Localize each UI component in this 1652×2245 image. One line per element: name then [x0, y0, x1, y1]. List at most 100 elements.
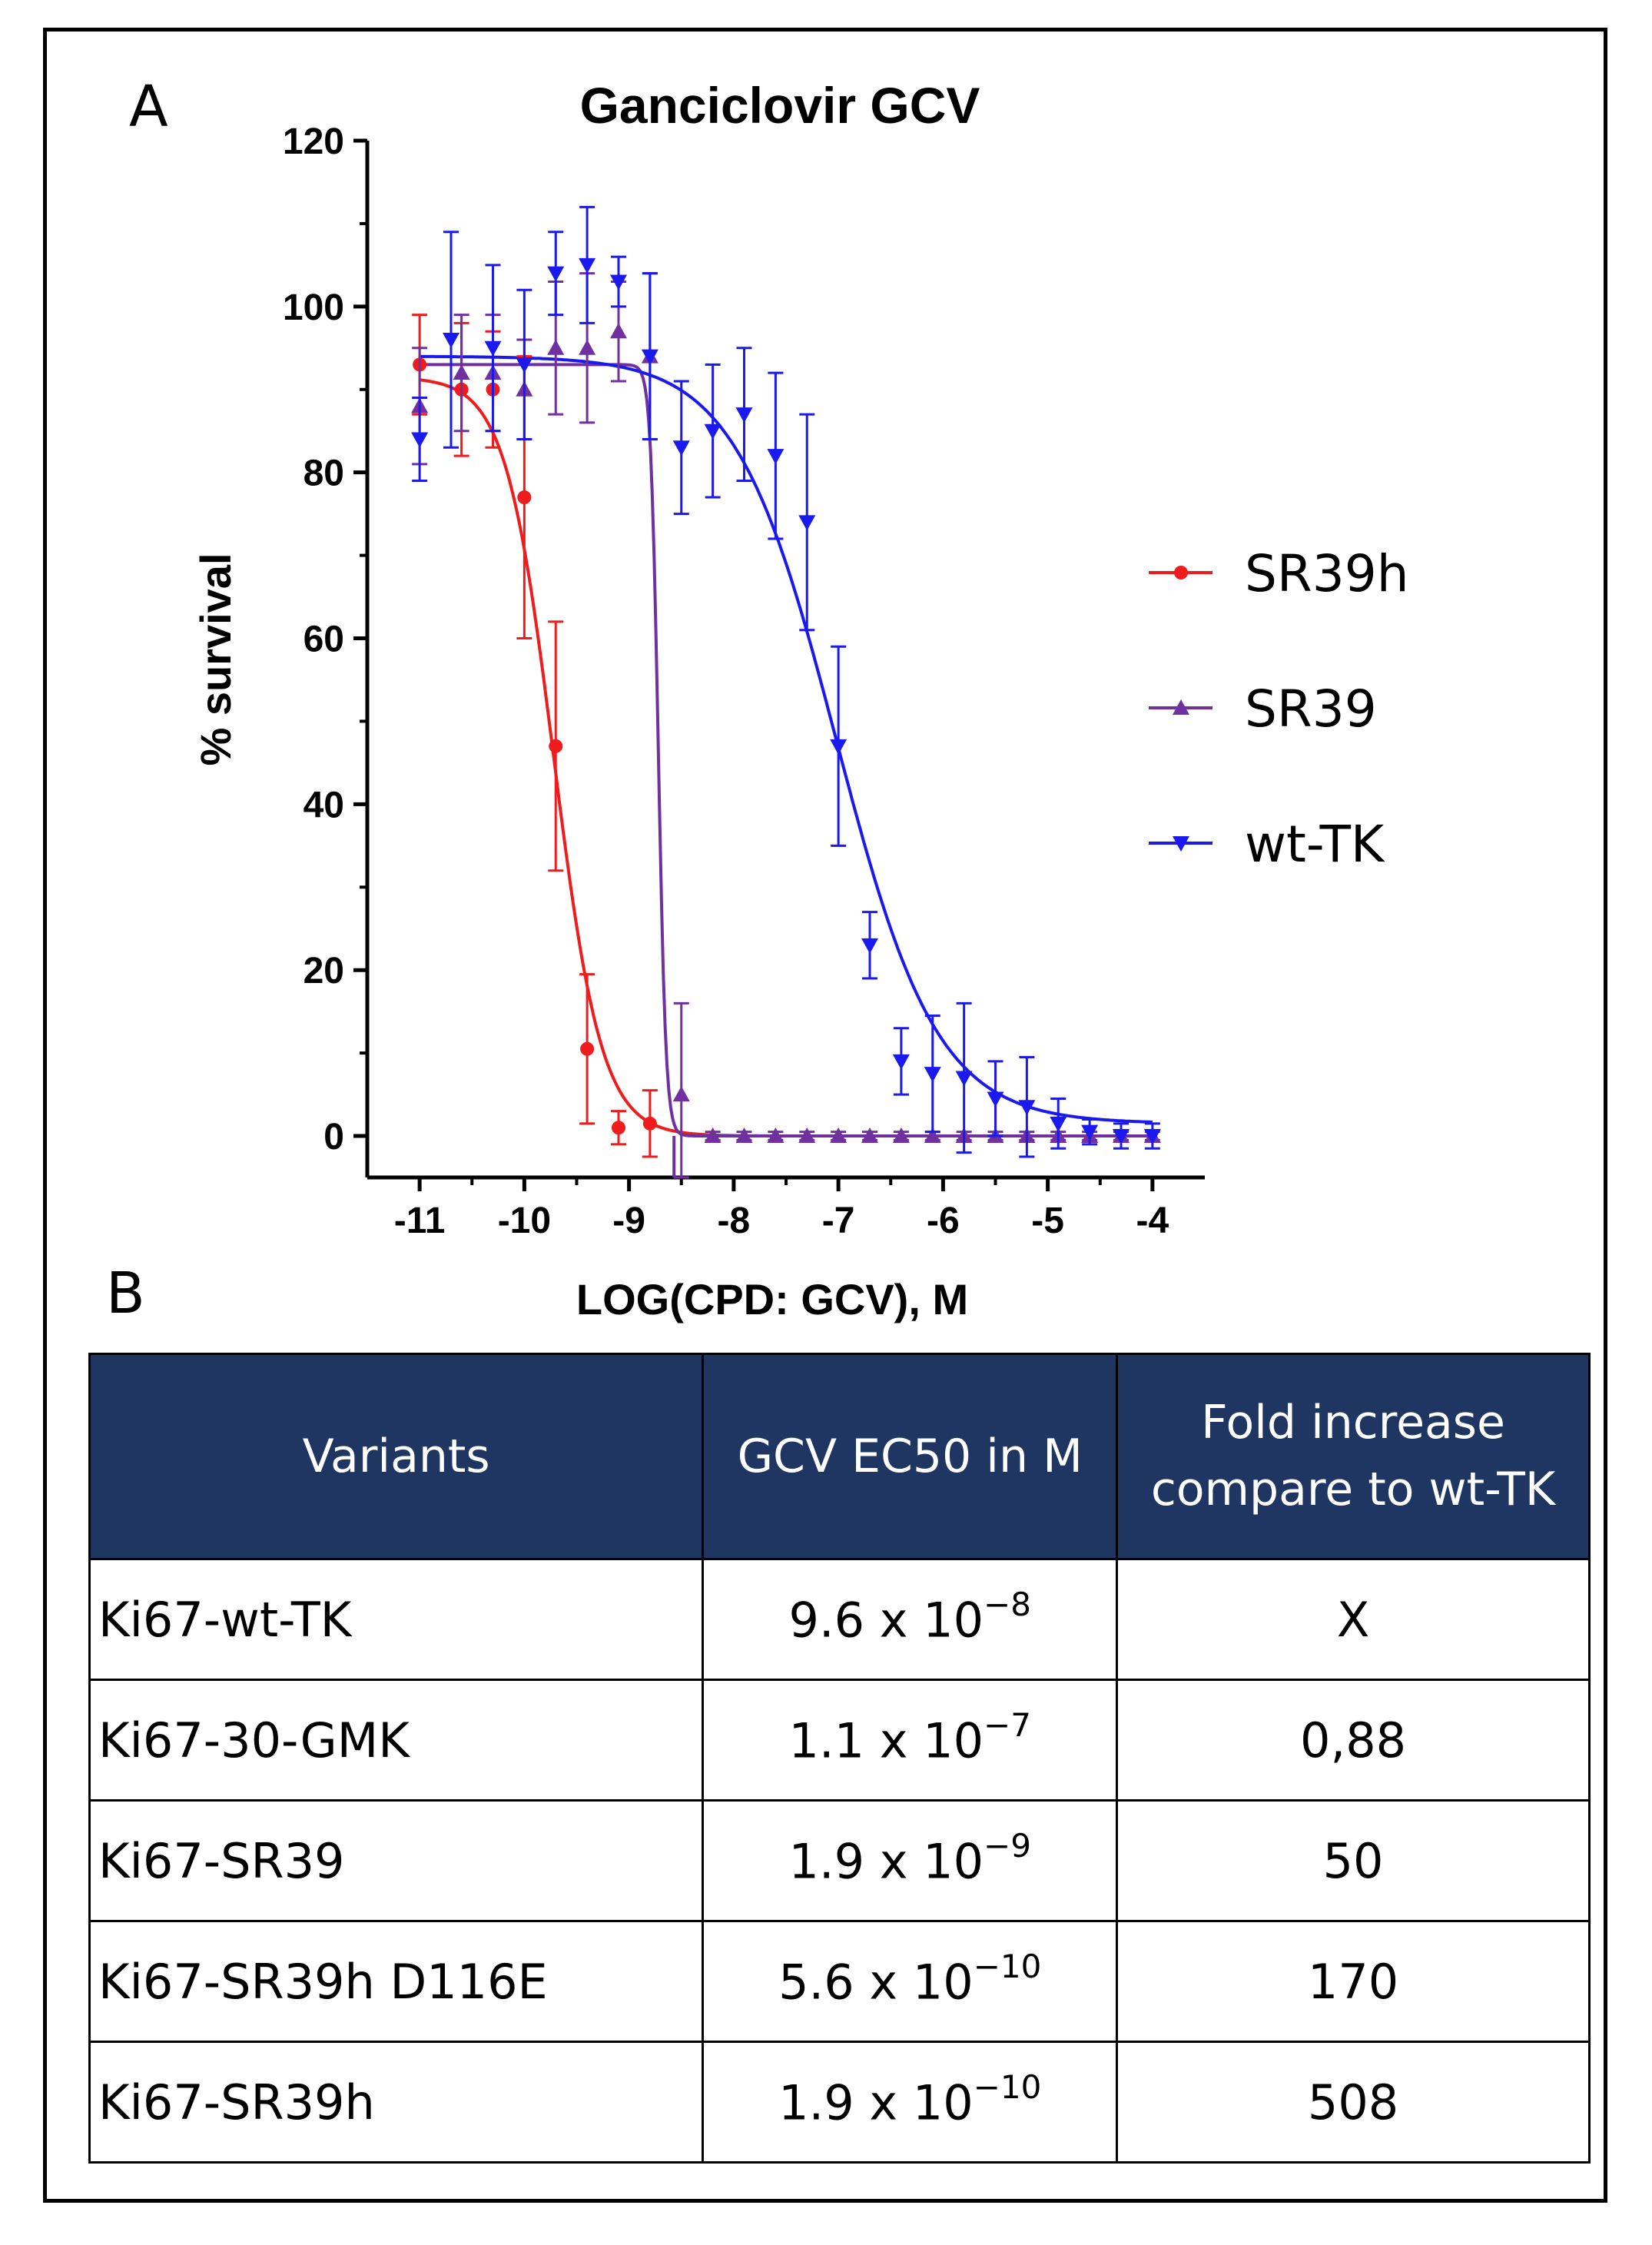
data-point-wt-TK	[610, 274, 627, 291]
ec50-mantissa: 1.9 x 10	[788, 1833, 984, 1890]
figure-frame	[43, 28, 1607, 2203]
data-point-wt-TK	[1113, 1129, 1130, 1145]
x-tick-label: -11	[394, 1201, 446, 1241]
y-axis-label: % survival	[191, 553, 240, 765]
data-point-wt-TK	[516, 357, 533, 374]
data-point-wt-TK	[892, 1054, 910, 1070]
y-tick-label: 60	[304, 619, 344, 660]
data-point-SR39	[579, 339, 596, 355]
header-ec50: GCV EC50 in M	[702, 1353, 1119, 1560]
fit-curve-SR39	[420, 363, 1153, 1137]
ec50-exponent: −10	[973, 1948, 1042, 1986]
legend-label: SR39h	[1245, 544, 1409, 603]
data-point-wt-TK	[411, 432, 429, 448]
data-point-SR39	[735, 1127, 753, 1144]
y-tick-label: 0	[323, 1117, 344, 1157]
data-point-SR39h	[549, 739, 563, 753]
data-point-wt-TK	[924, 1067, 941, 1083]
variant-cell: Ki67-30-GMK	[88, 1679, 705, 1802]
x-tick-label: -7	[822, 1201, 855, 1241]
x-tick-label: -4	[1136, 1201, 1169, 1241]
fit-curves	[419, 354, 1153, 1177]
data-point-wt-TK	[1050, 1116, 1067, 1132]
chart-legend: SR39h SR39 wt-TK	[1149, 544, 1409, 874]
legend-marker	[1173, 836, 1189, 852]
data-point-SR39h	[642, 1116, 657, 1131]
header-variants: Variants	[88, 1353, 705, 1560]
chart-axes: 0 20 40 60 80 100 120 -11 -10 -9 -8 -7 -6 -5 -4	[283, 121, 1205, 1241]
data-point-wt-TK	[1018, 1100, 1036, 1116]
data-point-SR39	[767, 1127, 785, 1144]
legend-label: SR39	[1245, 679, 1377, 739]
data-point-wt-TK	[830, 739, 848, 755]
ec50-table: Variants GCV EC50 in M Fold increase com…	[88, 1353, 1591, 2164]
ec50-cell: 5.6 x 10−10	[702, 1920, 1119, 2043]
data-point-wt-TK	[955, 1071, 973, 1087]
data-point-wt-TK	[672, 440, 690, 457]
ec50-exponent: −7	[984, 1706, 1031, 1745]
legend-marker	[1174, 566, 1188, 580]
ec50-cell: 9.6 x 10−8	[702, 1558, 1119, 1681]
table-row: Ki67-wt-TK 9.6 x 10−8 X	[88, 1558, 1591, 1681]
ec50-exponent: −10	[973, 2068, 1042, 2107]
ec50-exponent: −8	[984, 1586, 1031, 1624]
ec50-mantissa: 9.6 x 10	[788, 1592, 984, 1649]
x-tick-label: -8	[718, 1201, 751, 1241]
data-point-SR39	[892, 1127, 910, 1144]
data-point-wt-TK	[987, 1091, 1004, 1108]
fit-curve-wt-TK	[420, 354, 1153, 1124]
fold-cell: 50	[1116, 1799, 1591, 1922]
x-tick-label: -10	[498, 1201, 551, 1241]
data-point-wt-TK	[443, 333, 459, 349]
data-point-wt-TK	[861, 938, 878, 954]
legend-marker	[1173, 699, 1189, 715]
fold-cell: 170	[1116, 1920, 1591, 2043]
data-points	[411, 205, 1161, 1179]
fold-cell: X	[1116, 1558, 1591, 1681]
table-row: Ki67-SR39h 1.9 x 10−10 508	[88, 2041, 1591, 2164]
data-point-wt-TK	[735, 407, 753, 423]
chart-title: Ganciclovir GCV	[580, 77, 980, 134]
y-tick-label: 20	[304, 951, 344, 991]
x-tick-label: -6	[927, 1201, 960, 1241]
data-point-SR39h	[517, 490, 532, 505]
variant-cell: Ki67-SR39	[88, 1799, 705, 1922]
panel-a-label: A	[129, 74, 168, 140]
data-point-SR39	[453, 364, 470, 380]
data-point-wt-TK	[641, 349, 658, 365]
variant-cell: Ki67-wt-TK	[88, 1558, 705, 1681]
legend-label: wt-TK	[1245, 815, 1385, 874]
ec50-exponent: −9	[984, 1827, 1031, 1865]
table-row: Ki67-30-GMK 1.1 x 10−7 0,88	[88, 1679, 1591, 1802]
fold-cell: 508	[1116, 2041, 1591, 2164]
x-axis-label: LOG(CPD: GCV), M	[576, 1275, 968, 1323]
ec50-mantissa: 1.1 x 10	[788, 1712, 984, 1769]
data-point-SR39	[672, 1086, 690, 1102]
y-tick-label: 40	[304, 785, 344, 825]
table-header-row: Variants GCV EC50 in M Fold increase com…	[88, 1353, 1591, 1560]
data-point-SR39	[861, 1127, 878, 1144]
variant-cell: Ki67-SR39h D116E	[88, 1920, 705, 2043]
data-point-wt-TK	[1143, 1129, 1161, 1145]
header-fold-text: Fold increase compare to wt-TK	[1150, 1396, 1556, 1516]
y-tick-label: 80	[304, 453, 344, 494]
table-row: Ki67-SR39h D116E 5.6 x 10−10 170	[88, 1920, 1591, 2043]
ec50-cell: 1.1 x 10−7	[702, 1679, 1119, 1802]
fold-cell: 0,88	[1116, 1679, 1591, 1802]
data-point-wt-TK	[547, 266, 565, 282]
data-point-SR39	[830, 1127, 848, 1144]
data-point-SR39	[924, 1127, 941, 1144]
panel-b-label: B	[106, 1260, 145, 1327]
chart-labels: Ganciclovir GCV LOG(CPD: GCV), M % surviva…	[191, 77, 980, 1323]
ec50-cell: 1.9 x 10−10	[702, 2041, 1119, 2164]
data-point-wt-TK	[704, 423, 722, 440]
x-tick-label: -5	[1031, 1201, 1064, 1241]
data-point-wt-TK	[1081, 1124, 1099, 1141]
ec50-cell: 1.9 x 10−9	[702, 1799, 1119, 1922]
data-point-wt-TK	[484, 340, 502, 357]
ec50-mantissa: 5.6 x 10	[778, 1954, 974, 2011]
data-point-SR39h	[580, 1041, 595, 1056]
data-point-SR39h	[612, 1121, 625, 1135]
data-point-wt-TK	[767, 449, 785, 465]
